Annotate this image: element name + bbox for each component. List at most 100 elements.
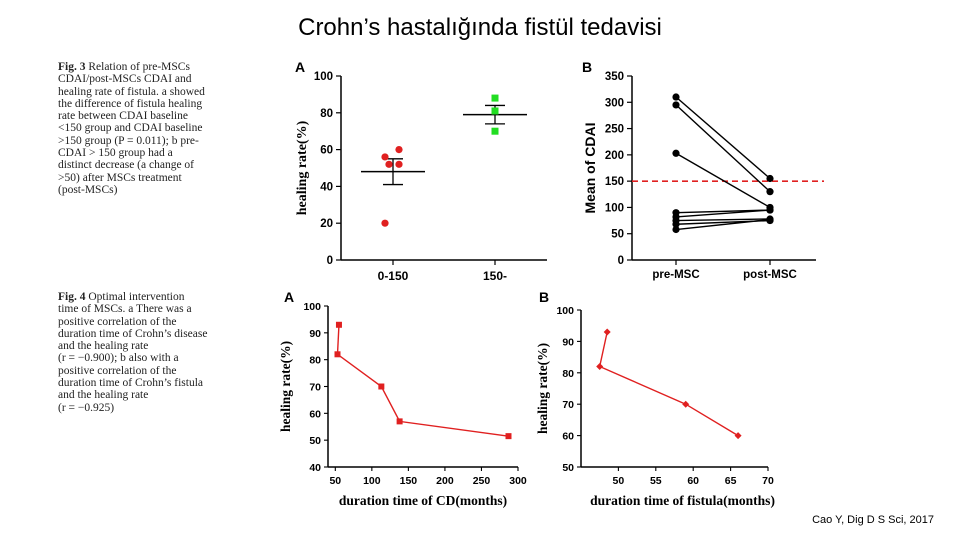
caption-text: (r = −0.900); b also with a — [58, 352, 179, 365]
data-point — [682, 400, 690, 408]
x-tick-label: 200 — [436, 475, 454, 487]
series-line — [675, 218, 771, 231]
y-tick-label: 20 — [320, 218, 333, 230]
series-line — [675, 152, 771, 209]
x-tick-label: 250 — [473, 475, 491, 487]
series-line — [675, 104, 771, 193]
caption-text: >150 group (P = 0.011); b pre- — [58, 134, 199, 147]
data-point — [672, 225, 680, 234]
x-tick-label: 70 — [762, 475, 774, 487]
y-axis-title: healing rate(%) — [278, 341, 293, 432]
x-tick-label: 50 — [613, 475, 625, 487]
y-axis-title: healing rate(%) — [535, 343, 550, 434]
y-tick-label: 70 — [562, 399, 574, 411]
y-tick-label: 60 — [320, 145, 333, 157]
caption-line: positive correlation of the — [58, 365, 248, 377]
caption-line: distinct decrease (a change of — [58, 159, 248, 171]
series-line — [675, 209, 771, 218]
data-point — [385, 160, 393, 168]
y-tick-label: 90 — [309, 328, 321, 340]
caption-line: (r = −0.925) — [58, 402, 248, 414]
series-line — [675, 96, 771, 180]
slide-title: Crohn’s hastalığında fistül tedavisi — [298, 14, 662, 41]
x-tick-label: 65 — [725, 475, 737, 487]
caption-text: >50) after MSCs treatment — [58, 171, 182, 184]
data-point — [395, 160, 403, 168]
caption-line: positive correlation of the — [58, 316, 248, 328]
x-tick-label: 50 — [329, 475, 341, 487]
data-point — [766, 206, 774, 214]
caption-text: the difference of fistula healing — [58, 97, 203, 110]
y-tick-label: 90 — [562, 336, 574, 348]
y-tick-label: 60 — [309, 408, 321, 420]
data-point — [672, 93, 680, 101]
panel-label: B — [582, 59, 592, 75]
caption-text: and the healing rate — [58, 340, 149, 353]
y-tick-label: 40 — [309, 462, 321, 474]
figure-label: Fig. 3 — [58, 61, 86, 73]
caption-text: CDAI > 150 group had a — [58, 147, 173, 160]
caption-text: <150 group and CDAI baseline — [58, 122, 203, 135]
caption-text: Relation of pre-MSCs — [88, 61, 190, 73]
data-point — [766, 188, 774, 196]
caption-line: >150 group (P = 0.011); b pre- — [58, 135, 248, 147]
caption-text: rate between CDAI baseline — [58, 110, 188, 123]
caption-text: positive correlation of the — [58, 364, 177, 377]
y-tick-label: 0 — [618, 255, 624, 267]
x-axis-title: duration time of fistula(months) — [590, 493, 775, 508]
x-tick-label: 300 — [509, 475, 527, 487]
caption-text: Optimal intervention — [88, 291, 185, 303]
caption-line: rate between CDAI baseline — [58, 110, 248, 122]
fig3a-scatter-chart: A 0 20 40 60 80 100 healing rate(%) 0-150 150- — [295, 59, 547, 283]
caption-line: and the healing rate — [58, 340, 248, 352]
caption-line: CDAI > 150 group had a — [58, 147, 248, 159]
y-tick-label: 50 — [309, 435, 321, 447]
caption-line: and the healing rate — [58, 389, 248, 401]
caption-line: duration time of Crohn’s fistula — [58, 377, 248, 389]
x-tick-label: 55 — [650, 475, 662, 487]
y-tick-label: 100 — [314, 71, 333, 83]
data-point — [381, 153, 389, 161]
y-tick-label: 200 — [605, 150, 624, 162]
y-tick-label: 100 — [605, 202, 624, 214]
caption-text: duration time of Crohn’s disease — [58, 327, 208, 340]
data-point — [672, 149, 680, 157]
data-point — [766, 174, 774, 183]
y-tick-label: 40 — [320, 181, 333, 193]
caption-line: the difference of fistula healing — [58, 98, 248, 110]
caption-line: duration time of Crohn’s disease — [58, 328, 248, 340]
caption-line: Fig. 4 Optimal intervention — [58, 291, 248, 303]
y-tick-label: 50 — [611, 229, 624, 241]
citation-credit: Cao Y, Dig D S Sci, 2017 — [812, 514, 934, 526]
y-tick-label: 300 — [605, 97, 624, 109]
data-point — [596, 363, 604, 371]
y-tick-label: 80 — [562, 368, 574, 380]
panel-label: B — [539, 289, 549, 305]
data-point — [378, 383, 385, 390]
panel-label: A — [284, 289, 294, 305]
caption-line: (r = −0.900); b also with a — [58, 352, 248, 364]
caption-text: distinct decrease (a change of — [58, 159, 195, 172]
y-tick-label: 0 — [327, 255, 333, 267]
data-point — [381, 219, 389, 227]
data-point — [395, 146, 403, 154]
y-axis-title: healing rate(%) — [295, 120, 310, 215]
caption-text: (r = −0.925) — [58, 401, 115, 414]
x-tick-label: 150 — [400, 475, 418, 487]
data-point — [672, 220, 680, 228]
data-point — [672, 101, 680, 109]
caption-line: Fig. 3 Relation of pre-MSCs — [58, 61, 248, 73]
x-tick-label: 0-150 — [378, 269, 409, 283]
fig4-caption: Fig. 4 Optimal intervention time of MSCs.… — [58, 291, 248, 414]
caption-text: (post-MSCs) — [58, 183, 118, 196]
y-tick-label: 150 — [605, 176, 624, 188]
x-tick-label: post-MSC — [743, 269, 797, 281]
data-point — [734, 432, 742, 440]
fig4a-line-chart: A 40 50 60 70 80 90 100 50 100 150 200 250 300 healing… — [278, 289, 527, 508]
series-line — [675, 218, 771, 222]
data-point — [396, 418, 403, 425]
caption-line: <150 group and CDAI baseline — [58, 122, 248, 134]
data-point — [335, 321, 342, 328]
caption-text: positive correlation of the — [58, 315, 177, 328]
caption-line: CDAI/post-MSCs CDAI and — [58, 73, 248, 85]
